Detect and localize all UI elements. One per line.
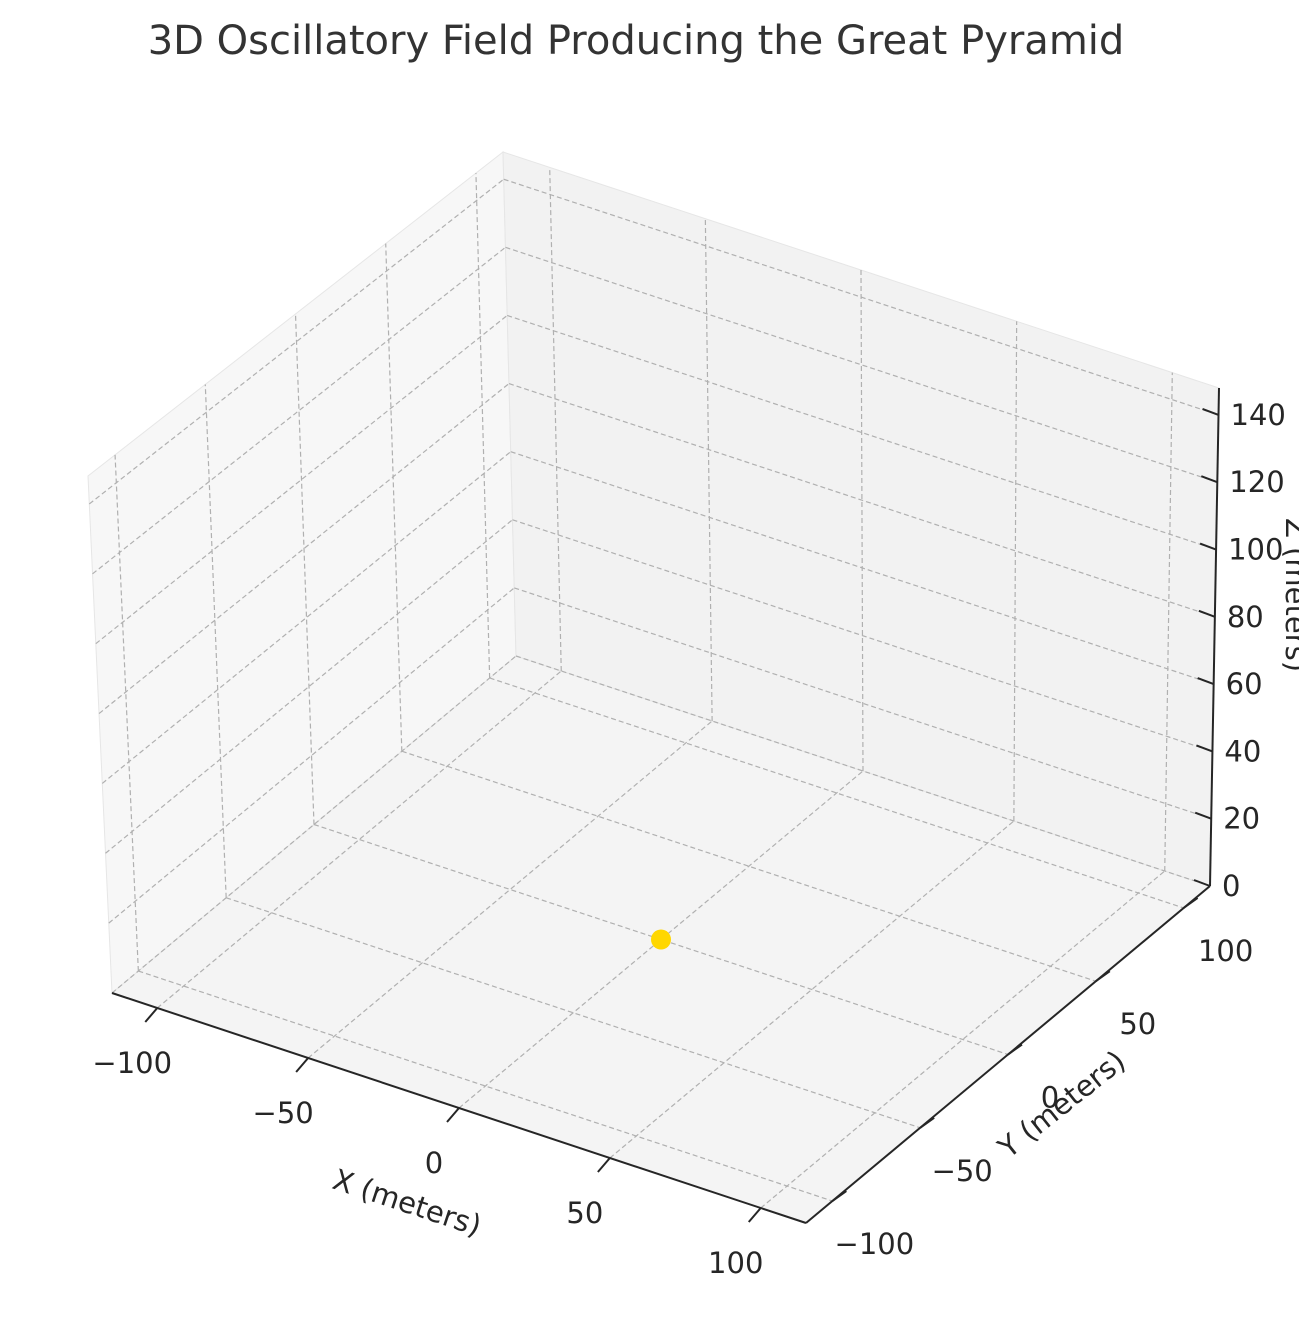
grid-line-z-back [512, 519, 1213, 752]
z-tick-label: 0 [1222, 869, 1240, 903]
x-tick-label: −50 [253, 1096, 314, 1130]
grid-line-y-floor [138, 970, 833, 1202]
tick-labels: −100 −50 0 50 100 −100 −50 0 50 100 0 20 40 60 80 100 12… [92, 398, 1285, 1280]
grid-line-y-floor [489, 677, 1184, 909]
z-tick-mark [1196, 744, 1213, 753]
x-tick-mark [295, 1057, 309, 1073]
grid-line-z-back [505, 246, 1218, 483]
y-tick-mark [1095, 970, 1111, 983]
y-tick-label: 50 [1119, 1007, 1156, 1041]
z-tick-mark [1198, 609, 1216, 618]
grid-line-x-back [704, 218, 713, 722]
y-tick-label: 100 [1198, 934, 1253, 968]
grid-line-x-back [860, 269, 864, 772]
chart-title: 3D Oscillatory Field Producing the Great… [148, 18, 1125, 64]
grid-line-y-left [294, 313, 315, 825]
grid-line-y-left [204, 384, 227, 898]
grid-line-y-left [114, 454, 139, 972]
grid-lines [88, 167, 1219, 1209]
z-tick-mark [1197, 677, 1214, 686]
y-tick-label: −100 [835, 1227, 915, 1261]
grid-line-y-left [385, 243, 403, 752]
grid-line-y-floor [313, 823, 1009, 1056]
grid-line-z-back [508, 382, 1216, 618]
y-tick-mark [1183, 897, 1199, 909]
grid-line-x-back [1013, 321, 1018, 822]
axes [111, 387, 1220, 1224]
y-tick-label: 0 [1041, 1081, 1059, 1115]
grid-line-y-floor [225, 897, 921, 1129]
z-tick-label: 100 [1228, 533, 1283, 567]
grid-line-z-back [514, 587, 1212, 820]
x-tick-label: 50 [566, 1196, 603, 1230]
z-tick-label: 80 [1227, 600, 1264, 634]
grid-line-z-back [515, 655, 1211, 887]
x-tick-mark [747, 1207, 762, 1223]
y-tick-mark [1007, 1043, 1023, 1056]
z-tick-label: 40 [1224, 734, 1261, 768]
z-axis-label: Z (meters) [1279, 518, 1299, 672]
z-tick-label: 140 [1231, 398, 1286, 432]
y-tick-label: −50 [932, 1154, 993, 1188]
x-tick-mark [144, 1007, 159, 1023]
data-points [651, 929, 671, 950]
z-tick-mark [1200, 475, 1218, 484]
z-axis-line [1209, 387, 1220, 887]
x-tick-label: 100 [708, 1246, 763, 1280]
x-axis-label: X (meters) [329, 1162, 486, 1243]
y-tick-mark [831, 1190, 847, 1202]
grid-line-x-back [549, 167, 562, 672]
grid-line-z-back [503, 178, 1219, 416]
z-tick-label: 60 [1226, 667, 1263, 701]
x-tick-mark [446, 1107, 460, 1123]
z-tick-mark [1202, 407, 1219, 416]
z-tick-mark [1194, 811, 1212, 820]
grid-line-y-floor [401, 750, 1097, 982]
x-tick-label: 0 [425, 1146, 443, 1180]
y-axis-label: Y (meters) [991, 1044, 1132, 1166]
grid-line-z-back [507, 314, 1217, 551]
x-tick-mark [597, 1157, 611, 1173]
grid-line-x-back [1164, 372, 1173, 872]
grid-line-y-left [475, 173, 491, 678]
y-tick-mark [919, 1116, 935, 1129]
z-tick-mark [1199, 542, 1217, 551]
axis-panes [87, 150, 1220, 1224]
z-tick-mark [1193, 879, 1211, 887]
data-point [651, 929, 671, 950]
grid-line-z-back [510, 451, 1214, 685]
x-tick-label: −100 [92, 1046, 172, 1080]
z-tick-label: 20 [1223, 802, 1260, 836]
z-tick-label: 120 [1229, 465, 1284, 499]
